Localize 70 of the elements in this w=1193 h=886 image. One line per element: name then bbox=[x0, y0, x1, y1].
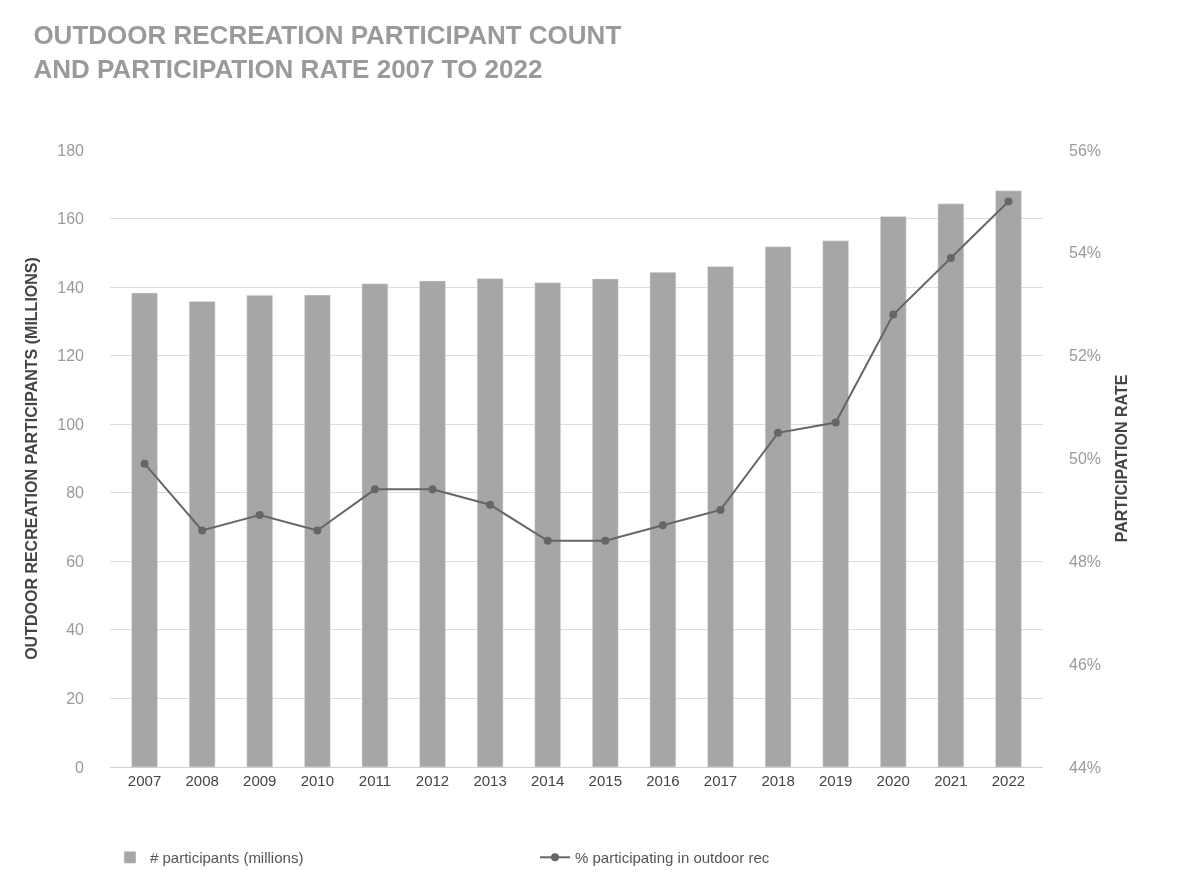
bar bbox=[304, 294, 331, 767]
legend-label: # participants (millions) bbox=[150, 849, 304, 867]
y2-tick-label: 54% bbox=[1069, 244, 1102, 262]
point bbox=[428, 485, 437, 494]
point bbox=[946, 253, 955, 262]
bar bbox=[707, 266, 734, 767]
bar bbox=[764, 246, 792, 767]
y2-tick-label: 50% bbox=[1069, 450, 1102, 468]
x-tick-label: 2020 bbox=[876, 772, 910, 789]
x-tick-label: 2019 bbox=[818, 772, 853, 789]
x-tick-label: 2007 bbox=[127, 772, 162, 789]
point bbox=[543, 536, 552, 545]
point bbox=[486, 500, 495, 509]
y-tick-label: 40 bbox=[66, 621, 85, 639]
point bbox=[198, 526, 207, 535]
y-tick-label: 80 bbox=[66, 484, 85, 502]
x-tick-label: 2016 bbox=[646, 772, 680, 789]
bar bbox=[880, 216, 907, 767]
x-tick-label: 2022 bbox=[991, 772, 1026, 789]
x-tick-label: 2009 bbox=[243, 772, 277, 789]
bar bbox=[246, 295, 273, 767]
bar bbox=[937, 203, 965, 767]
y2-tick-label: 48% bbox=[1069, 552, 1102, 570]
point bbox=[774, 428, 783, 437]
x-tick-label: 2018 bbox=[761, 772, 795, 789]
point bbox=[601, 536, 610, 545]
x-tick-label: 2015 bbox=[588, 772, 622, 789]
y-tick-label: 180 bbox=[57, 141, 85, 159]
point bbox=[831, 418, 840, 427]
x-tick-label: 2008 bbox=[185, 772, 219, 789]
point bbox=[716, 505, 725, 514]
bar bbox=[995, 190, 1022, 767]
y-tick-label: 140 bbox=[57, 278, 85, 296]
bar bbox=[822, 240, 849, 767]
y-axis-title: OUTDOOR RECREATION PARTICIPANTS (MILLIONS) bbox=[23, 257, 41, 660]
bar bbox=[419, 280, 446, 767]
x-tick-label: 2012 bbox=[415, 772, 450, 789]
chart-title: OUTDOOR RECREATION PARTICIPANT COUNT AND PARTICIPATION RATE 2007 TO 2022 bbox=[33, 20, 622, 85]
point bbox=[889, 310, 898, 319]
y2-tick-label: 44% bbox=[1069, 758, 1102, 776]
point bbox=[255, 511, 264, 520]
y2-tick-label: 52% bbox=[1069, 347, 1102, 365]
x-tick-label: 2013 bbox=[473, 772, 507, 789]
point bbox=[1004, 197, 1013, 206]
point bbox=[313, 526, 322, 535]
point bbox=[370, 485, 379, 494]
y2-axis-title: PARTICIPATION RATE bbox=[1112, 374, 1130, 543]
y-tick-label: 100 bbox=[57, 415, 85, 433]
x-tick-label: 2017 bbox=[703, 772, 738, 789]
bar bbox=[361, 283, 389, 767]
bar bbox=[476, 278, 504, 767]
y-tick-label: 0 bbox=[75, 758, 85, 776]
y-tick-label: 60 bbox=[66, 552, 85, 570]
bar bbox=[649, 272, 677, 767]
point bbox=[658, 521, 667, 530]
point bbox=[140, 459, 149, 468]
bar bbox=[592, 278, 619, 767]
y2-tick-label: 56% bbox=[1069, 141, 1102, 159]
y-tick-label: 160 bbox=[57, 210, 85, 228]
legend-label: % participating in outdoor rec bbox=[575, 849, 770, 867]
x-tick-label: 2014 bbox=[531, 772, 565, 789]
bar bbox=[188, 301, 216, 767]
x-tick-label: 2010 bbox=[300, 772, 335, 789]
bar bbox=[131, 292, 158, 767]
y-tick-label: 120 bbox=[57, 347, 85, 365]
x-tick-label: 2021 bbox=[934, 772, 968, 789]
x-tick-label: 2011 bbox=[358, 772, 392, 789]
y-tick-label: 20 bbox=[66, 690, 85, 708]
y2-tick-label: 46% bbox=[1069, 655, 1102, 673]
bar bbox=[534, 282, 561, 767]
